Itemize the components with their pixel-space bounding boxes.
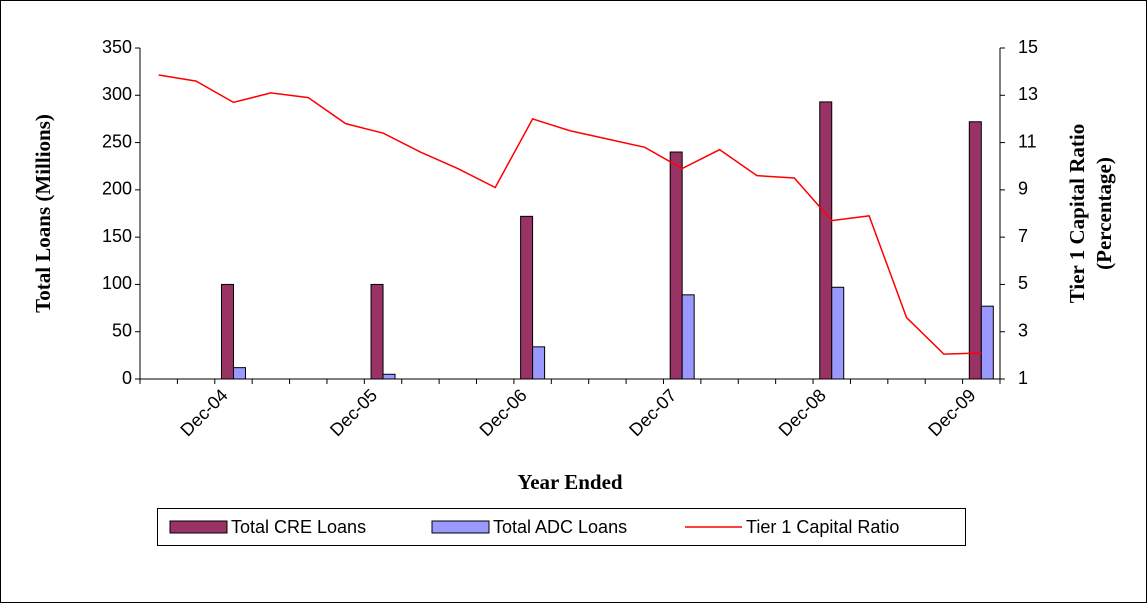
bar [669, 151, 683, 380]
x-axis-title: Year Ended [517, 470, 623, 494]
y2-tick-label: 3 [1018, 320, 1028, 340]
legend-box [157, 508, 966, 546]
y2-tick-label: 15 [1018, 37, 1038, 57]
y-tick-label: 0 [122, 368, 132, 388]
y-tick-label: 350 [102, 37, 132, 57]
y2-tick-label: 7 [1018, 226, 1028, 246]
bar [831, 286, 845, 380]
legend-swatch [169, 520, 228, 534]
bar [980, 305, 994, 380]
y-axis-title: Total Loans (Millions) [31, 114, 55, 313]
bar [520, 215, 534, 380]
y-tick-label: 300 [102, 84, 132, 104]
bar [681, 294, 695, 380]
y-tick-label: 250 [102, 131, 132, 151]
legend-label: Total CRE Loans [231, 517, 366, 537]
y2-tick-label: 9 [1018, 179, 1028, 199]
y2-tick-label: 13 [1018, 84, 1038, 104]
bar [232, 367, 246, 380]
legend-label: Total ADC Loans [493, 517, 627, 537]
bar [370, 283, 384, 380]
y2-axis-title: Tier 1 Capital Ratio [1065, 124, 1089, 303]
bar [532, 346, 546, 380]
y2-tick-label: 11 [1018, 131, 1037, 151]
y-tick-label: 200 [102, 179, 132, 199]
bar [382, 373, 396, 380]
y-tick-label: 100 [102, 273, 132, 293]
y-tick-label: 150 [102, 226, 132, 246]
y-tick-label: 50 [112, 320, 132, 340]
bar [968, 121, 982, 380]
bar [819, 101, 833, 380]
y2-axis-title: (Percentage) [1092, 157, 1116, 270]
legend-swatch [431, 520, 490, 534]
y2-tick-label: 1 [1018, 368, 1028, 388]
bar [220, 283, 234, 380]
line [158, 74, 982, 355]
y2-tick-label: 5 [1018, 273, 1028, 293]
legend-label: Tier 1 Capital Ratio [746, 517, 899, 537]
